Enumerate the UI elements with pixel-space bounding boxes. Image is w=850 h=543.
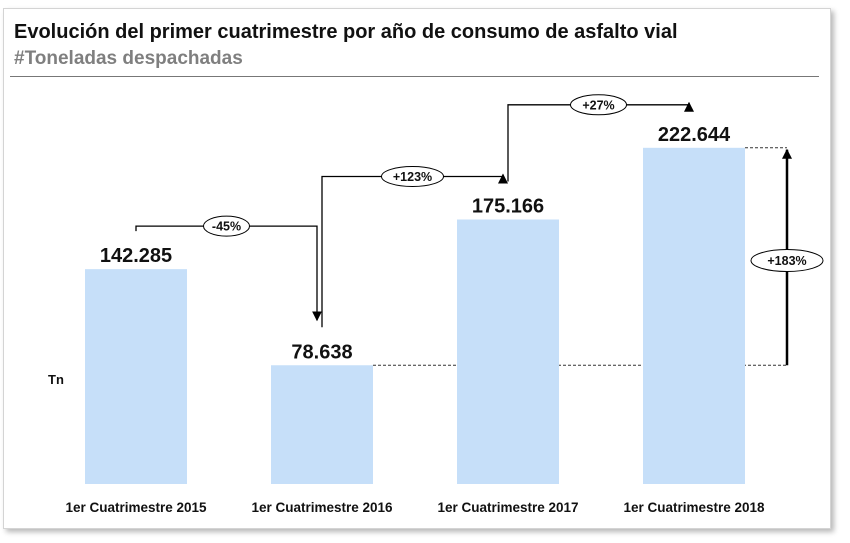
overall-change-badge: [750, 249, 824, 273]
bar-4: [643, 147, 745, 484]
value-label-3: 175.166: [472, 195, 544, 217]
category-label-1: 1er Cuatrimestre 2015: [65, 500, 207, 515]
bar-2: [271, 365, 373, 484]
overall-change-label: +183%: [767, 254, 806, 268]
bar-1: [85, 269, 187, 484]
title-divider: [10, 76, 819, 77]
change-badge-2: [381, 165, 444, 187]
category-label-3: 1er Cuatrimestre 2017: [437, 500, 578, 515]
chart-subtitle: #Toneladas despachadas: [14, 48, 243, 69]
y-axis-label: Tn: [48, 372, 64, 387]
chart-title: Evolución del primer cuatrimestre por añ…: [14, 21, 678, 43]
value-label-1: 142.285: [100, 245, 172, 267]
category-label-2: 1er Cuatrimestre 2016: [251, 500, 393, 515]
bar-3: [457, 219, 559, 485]
value-label-2: 78.638: [291, 341, 352, 363]
change-label-3: +27%: [582, 98, 614, 112]
value-label-4: 222.644: [658, 124, 731, 146]
change-badge-3: [570, 94, 627, 116]
change-label-2: +123%: [393, 170, 432, 184]
category-label-4: 1er Cuatrimestre 2018: [623, 500, 765, 515]
change-badge-1: [203, 215, 250, 237]
change-label-1: -45%: [212, 220, 241, 234]
